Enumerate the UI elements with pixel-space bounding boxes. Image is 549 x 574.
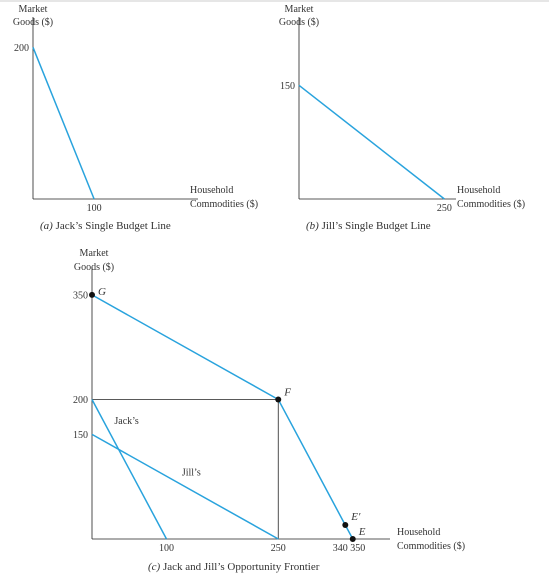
panel-c-point-3 (349, 536, 356, 542)
panel-a-plot: 200 100 (14, 17, 198, 214)
panel-b-ylabel-line1: Market (285, 4, 314, 15)
panel-a-caption-text: Jack’s Single Budget Line (56, 220, 171, 232)
panel-c-plot: Jack’s Jill’s 350 200 150 100 250 340 350 G F E′ E (73, 267, 390, 554)
panel-c-point-label-1: F (283, 387, 291, 399)
panel-c-ylabel-line1: Market (80, 248, 109, 259)
panel-c-point-label-2: E′ (350, 511, 361, 523)
panel-c-y-tick-0: 350 (73, 290, 88, 301)
panel-a-xlabel-line1: Household (190, 185, 233, 196)
panel-c-xlabel-line1: Household (397, 527, 440, 538)
panel-b-series-0 (298, 84, 445, 200)
panel-c-series-label-1: Jill’s (182, 467, 201, 478)
panel-c-point-label-3: E (358, 526, 366, 538)
panel-b-caption-text: Jill’s Single Budget Line (322, 220, 431, 232)
panel-a-xlabel-line2: Commodities ($) (190, 199, 258, 210)
panel-b-xlabel-line1: Household (457, 185, 500, 196)
panel-a-y-tick-0: 200 (14, 43, 29, 54)
panel-c-caption-letter: (c) (148, 561, 161, 573)
panel-b-x-tick-0: 250 (437, 203, 452, 214)
panel-c-x-tick-0: 100 (159, 543, 174, 554)
panel-b-y-tick-0: 150 (280, 81, 295, 92)
panel-a: Market Goods ($) Household Commodities (… (13, 4, 258, 232)
panel-c-series-label-0: Jack’s (114, 416, 139, 427)
panel-b: Market Goods ($) Household Commodities (… (279, 4, 525, 232)
panel-c-y-tick-1: 200 (73, 395, 88, 406)
panel-c-series-1 (91, 433, 279, 540)
panel-c-point-0 (89, 291, 95, 298)
panel-b-caption-letter: (b) (306, 220, 319, 232)
panel-c-series-2 (91, 294, 354, 540)
panel-c-series-0 (91, 399, 168, 540)
panel-c-point-2 (342, 522, 349, 529)
panel-c: Market Goods ($) Household Commodities (… (74, 248, 465, 573)
panel-a-caption-letter: (a) (40, 220, 53, 232)
panel-c-point-label-0: G (98, 286, 106, 298)
panel-c-caption-text: Jack and Jill’s Opportunity Frontier (163, 561, 320, 573)
panel-c-caption: (c) Jack and Jill’s Opportunity Frontier (148, 561, 320, 573)
panel-c-x-tick-1: 250 (271, 543, 286, 554)
panel-c-point-1 (275, 396, 282, 403)
panel-c-x-tick-pair: 340 350 (333, 543, 366, 554)
panel-c-y-tick-2: 150 (73, 430, 88, 441)
panel-b-plot: 150 250 (280, 17, 456, 214)
panel-c-xlabel-line2: Commodities ($) (397, 541, 465, 552)
panel-a-x-tick-0: 100 (87, 203, 102, 214)
panel-b-xlabel-line2: Commodities ($) (457, 199, 525, 210)
panel-a-ylabel-line1: Market (19, 4, 48, 15)
panel-b-caption: (b) Jill’s Single Budget Line (306, 220, 431, 232)
panel-c-ylabel-line2: Goods ($) (74, 262, 114, 273)
panel-a-series-0 (32, 47, 95, 200)
panel-a-caption: (a) Jack’s Single Budget Line (40, 220, 171, 232)
